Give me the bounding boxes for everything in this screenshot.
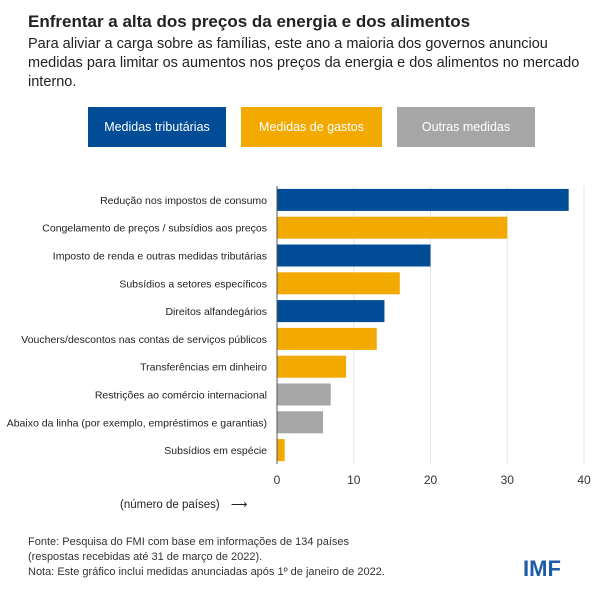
category-label: Subsídios a setores específicos <box>119 278 267 290</box>
x-axis-label-text: (número de países) <box>120 499 220 511</box>
note-line: Nota: Este gráfico inclui medidas anunci… <box>28 566 385 578</box>
source-line: (respostas recebidas até 31 de março de … <box>28 551 263 563</box>
x-tick-label: 40 <box>577 473 591 487</box>
bar <box>277 383 331 406</box>
bar <box>277 272 400 295</box>
category-label: Abaixo da linha (por exemplo, empréstimo… <box>7 417 267 429</box>
legend-item-spending: Medidas de gastos <box>241 107 382 147</box>
bar <box>277 411 324 434</box>
category-label: Congelamento de preços / subsídios aos p… <box>42 223 267 235</box>
arrow-right-icon: ⟶ <box>230 499 248 511</box>
bar <box>277 300 385 323</box>
source-line: Fonte: Pesquisa do FMI com base em infor… <box>28 536 349 548</box>
bar <box>277 244 431 267</box>
category-label: Imposto de renda e outras medidas tribut… <box>53 251 267 263</box>
bar <box>277 216 508 239</box>
legend-item-tax: Medidas tributárias <box>88 107 226 147</box>
category-label: Restrições ao comércio internacional <box>95 390 267 402</box>
x-tick-label: 20 <box>424 473 438 487</box>
x-tick-label: 10 <box>347 473 361 487</box>
chart-subtitle: Para aliviar a carga sobre as famílias, … <box>28 36 580 90</box>
category-label: Vouchers/descontos nas contas de serviço… <box>21 334 267 346</box>
chart-title: Enfrentar a alta dos preços da energia e… <box>28 12 471 31</box>
source-note: Fonte: Pesquisa do FMI com base em infor… <box>28 535 385 580</box>
category-label: Subsídios em espécie <box>164 445 267 457</box>
category-label: Redução nos impostos de consumo <box>100 195 267 207</box>
category-label: Transferências em dinheiro <box>140 362 267 374</box>
bar <box>277 327 377 350</box>
bar <box>277 439 285 462</box>
bar <box>277 355 347 378</box>
imf-logo: IMF <box>523 556 561 581</box>
legend-item-other: Outras medidas <box>397 107 535 147</box>
x-axis-label: (número de países) ⟶ <box>120 497 247 511</box>
bar <box>277 188 569 211</box>
x-tick-label: 30 <box>501 473 515 487</box>
category-label: Direitos alfandegários <box>165 306 267 318</box>
x-tick-label: 0 <box>274 473 281 487</box>
